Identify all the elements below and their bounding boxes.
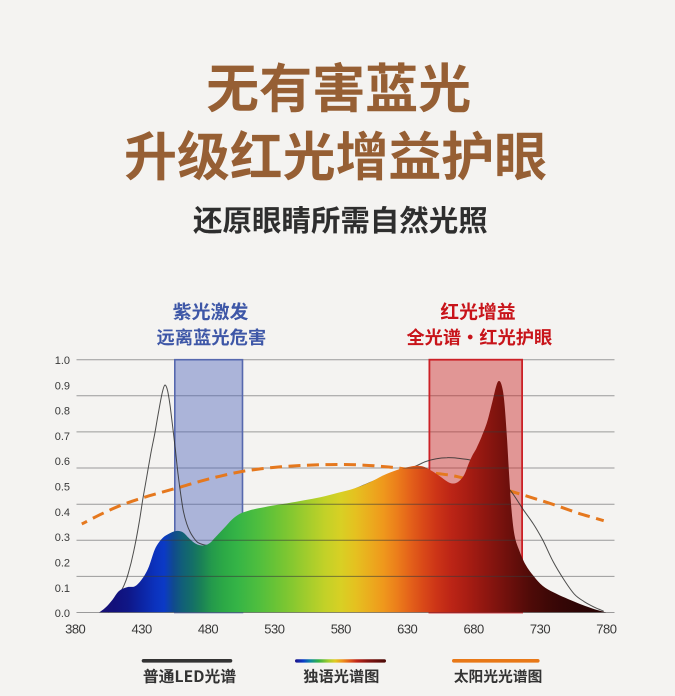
svg-text:0.5: 0.5 <box>55 482 70 494</box>
svg-text:630: 630 <box>397 622 417 637</box>
svg-text:0.6: 0.6 <box>55 456 70 468</box>
svg-text:380: 380 <box>65 622 85 637</box>
svg-text:530: 530 <box>264 622 284 637</box>
svg-text:0.2: 0.2 <box>55 558 70 570</box>
svg-text:580: 580 <box>331 622 351 637</box>
svg-text:0.0: 0.0 <box>55 608 70 620</box>
svg-text:0.3: 0.3 <box>55 532 70 544</box>
svg-text:480: 480 <box>198 622 218 637</box>
svg-text:780: 780 <box>596 622 616 637</box>
svg-text:0.9: 0.9 <box>55 380 70 392</box>
svg-text:680: 680 <box>463 622 483 637</box>
svg-text:730: 730 <box>530 622 550 637</box>
svg-text:0.8: 0.8 <box>55 406 70 418</box>
svg-text:430: 430 <box>131 622 151 637</box>
svg-text:0.7: 0.7 <box>55 431 70 443</box>
svg-text:0.1: 0.1 <box>55 583 70 595</box>
svg-text:0.4: 0.4 <box>55 507 70 519</box>
svg-text:1.0: 1.0 <box>55 355 70 367</box>
